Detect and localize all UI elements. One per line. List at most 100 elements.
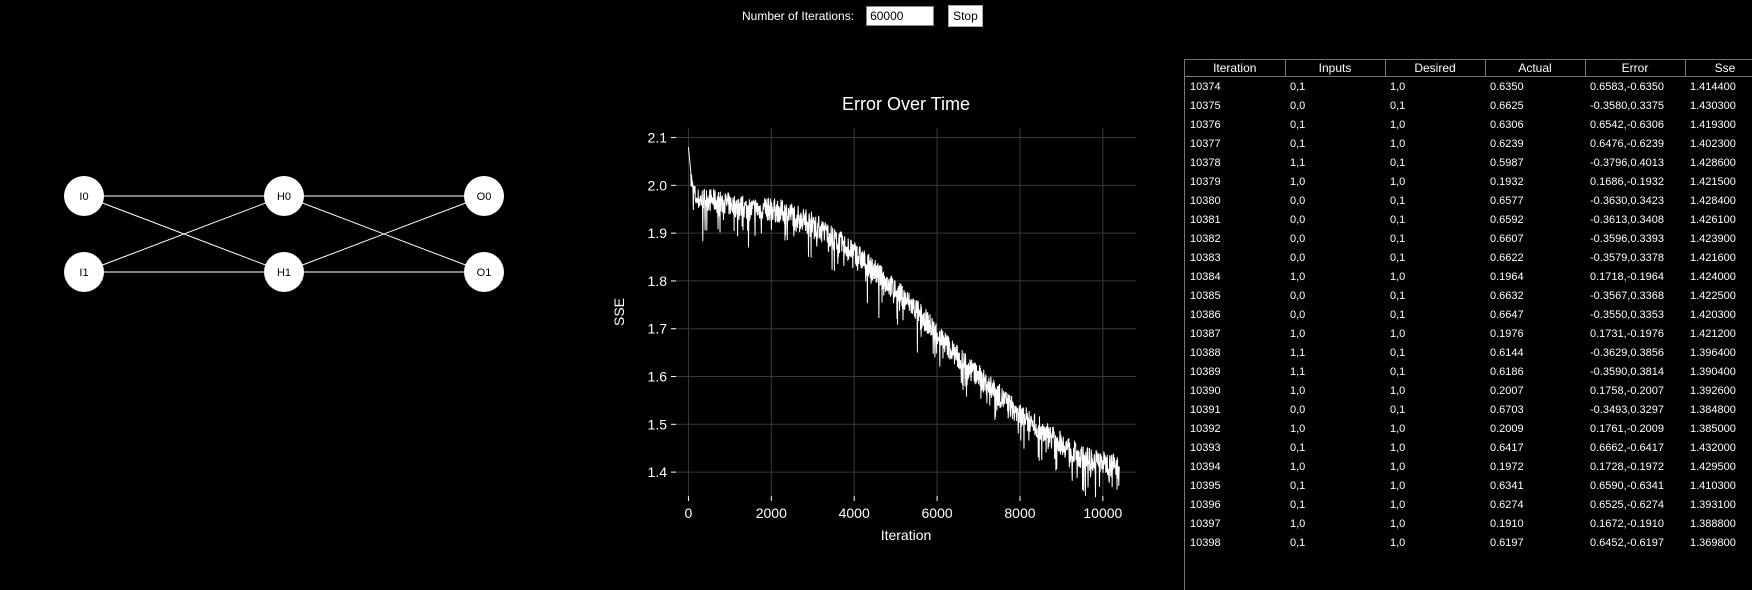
table-row[interactable]: 10386 0,0 0,1 0.6647 -0.3550,0.3353 1.420300 (1185, 305, 1752, 324)
table-cell-inputs: 0,0 (1290, 194, 1306, 207)
table-cell-actual: 0.2007 (1490, 384, 1524, 397)
table-cell-desired: 1,0 (1390, 517, 1406, 530)
table-row[interactable]: 10388 1,1 0,1 0.6144 -0.3629,0.3856 1.396400 (1185, 343, 1752, 362)
y-tick-label: 1.9 (648, 225, 668, 241)
table-row[interactable]: 10390 1,0 1,0 0.2007 0.1758,-0.2007 1.392600 (1185, 381, 1752, 400)
table-cell-desired: 1,0 (1390, 80, 1406, 93)
table-cell-error: -0.3550,0.3353 (1590, 308, 1665, 321)
table-cell-iteration: 10394 (1190, 460, 1221, 473)
table-cell-error: 0.6542,-0.6306 (1590, 118, 1665, 131)
table-cell-actual: 0.6197 (1490, 536, 1524, 549)
table-cell-sse: 1.432000 (1690, 441, 1736, 454)
table-cell-error: -0.3493,0.3297 (1590, 403, 1665, 416)
table-cell-sse: 1.369800 (1690, 536, 1736, 549)
node-circle (264, 252, 304, 292)
table-cell-error: 0.6662,-0.6417 (1590, 441, 1665, 454)
table-cell-error: 0.1672,-0.1910 (1590, 517, 1665, 530)
node-label: I0 (79, 191, 88, 203)
table-cell-actual: 0.6647 (1490, 308, 1524, 321)
table-row[interactable]: 10374 0,1 1,0 0.6350 0.6583,-0.6350 1.414400 (1185, 77, 1752, 97)
table-cell-inputs: 0,1 (1290, 479, 1306, 492)
table-row[interactable]: 10382 0,0 0,1 0.6607 -0.3596,0.3393 1.423900 (1185, 229, 1752, 248)
column-header-iteration[interactable]: Iteration (1185, 60, 1286, 77)
table-cell-iteration: 10393 (1190, 441, 1221, 454)
table-row[interactable]: 10398 0,1 1,0 0.6197 0.6452,-0.6197 1.369800 (1185, 533, 1752, 552)
node-O0: O0 (464, 176, 504, 216)
table-cell-sse: 1.384800 (1690, 403, 1736, 416)
iterations-input[interactable] (866, 6, 935, 26)
table-cell-sse: 1.392600 (1690, 384, 1736, 397)
y-axis-label: SSE (611, 298, 627, 326)
table-row[interactable]: 10389 1,1 0,1 0.6186 -0.3590,0.3814 1.390400 (1185, 362, 1752, 381)
table-row[interactable]: 10381 0,0 0,1 0.6592 -0.3613,0.3408 1.426100 (1185, 210, 1752, 229)
table-row[interactable]: 10376 0,1 1,0 0.6306 0.6542,-0.6306 1.419300 (1185, 115, 1752, 134)
table-cell-inputs: 0,0 (1290, 213, 1306, 226)
table-cell-error: -0.3567,0.3368 (1590, 289, 1665, 302)
column-header-actual[interactable]: Actual (1485, 60, 1586, 77)
stop-button[interactable]: Stop (948, 5, 983, 27)
table-row[interactable]: 10395 0,1 1,0 0.6341 0.6590,-0.6341 1.410300 (1185, 476, 1752, 495)
column-header-sse[interactable]: Sse (1685, 60, 1752, 77)
table-cell-iteration: 10384 (1190, 270, 1221, 283)
table-cell-sse: 1.390400 (1690, 365, 1736, 378)
table-cell-sse: 1.421600 (1690, 251, 1736, 264)
table-row[interactable]: 10397 1,0 1,0 0.1910 0.1672,-0.1910 1.388800 (1185, 514, 1752, 533)
table-cell-actual: 0.6239 (1490, 137, 1524, 150)
column-header-desired[interactable]: Desired (1385, 60, 1486, 77)
table-cell-sse: 1.419300 (1690, 118, 1736, 131)
table-cell-desired: 1,0 (1390, 460, 1406, 473)
table-row[interactable]: 10387 1,0 1,0 0.1976 0.1731,-0.1976 1.421200 (1185, 324, 1752, 343)
table-cell-inputs: 1,0 (1290, 270, 1306, 283)
x-tick-label: 2000 (756, 505, 787, 521)
table-cell-error: 0.6583,-0.6350 (1590, 80, 1665, 93)
table-row[interactable]: 10383 0,0 0,1 0.6622 -0.3579,0.3378 1.421600 (1185, 248, 1752, 267)
table-row[interactable]: 10377 0,1 1,0 0.6239 0.6476,-0.6239 1.402300 (1185, 134, 1752, 153)
table-row[interactable]: 10392 1,0 1,0 0.2009 0.1761,-0.2009 1.385000 (1185, 419, 1752, 438)
table-cell-sse: 1.388800 (1690, 517, 1736, 530)
table-row[interactable]: 10375 0,0 0,1 0.6625 -0.3580,0.3375 1.430300 (1185, 96, 1752, 115)
table-cell-iteration: 10385 (1190, 289, 1221, 302)
table-cell-desired: 1,0 (1390, 327, 1406, 340)
table-cell-actual: 0.2009 (1490, 422, 1524, 435)
table-cell-error: -0.3630,0.3423 (1590, 194, 1665, 207)
table-cell-iteration: 10380 (1190, 194, 1221, 207)
column-header-error[interactable]: Error (1585, 60, 1686, 77)
node-circle (464, 252, 504, 292)
table-header-row: Iteration Inputs Desired Actual Error Sse (1185, 60, 1752, 77)
table-cell-actual: 0.1976 (1490, 327, 1524, 340)
table-cell-iteration: 10397 (1190, 517, 1221, 530)
table-cell-iteration: 10375 (1190, 99, 1221, 112)
table-cell-actual: 0.6417 (1490, 441, 1524, 454)
training-log-table[interactable]: Iteration Inputs Desired Actual Error Sse 103… (1184, 59, 1752, 590)
table-cell-desired: 1,0 (1390, 118, 1406, 131)
table-cell-desired: 0,1 (1390, 251, 1406, 264)
table-cell-iteration: 10382 (1190, 232, 1221, 245)
table-row[interactable]: 10391 0,0 0,1 0.6703 -0.3493,0.3297 1.384800 (1185, 400, 1752, 419)
table-cell-iteration: 10387 (1190, 327, 1221, 340)
table-cell-error: -0.3596,0.3393 (1590, 232, 1665, 245)
table-cell-error: 0.1686,-0.1932 (1590, 175, 1665, 188)
table-cell-actual: 0.6186 (1490, 365, 1524, 378)
table-cell-inputs: 0,0 (1290, 232, 1306, 245)
table-row[interactable]: 10384 1,0 1,0 0.1964 0.1718,-0.1964 1.424000 (1185, 267, 1752, 286)
table-cell-inputs: 0,1 (1290, 118, 1306, 131)
table-row[interactable]: 10385 0,0 0,1 0.6632 -0.3567,0.3368 1.422500 (1185, 286, 1752, 305)
table-row[interactable]: 10380 0,0 0,1 0.6577 -0.3630,0.3423 1.428400 (1185, 191, 1752, 210)
table-row[interactable]: 10394 1,0 1,0 0.1972 0.1728,-0.1972 1.429500 (1185, 457, 1752, 476)
table-row[interactable]: 10393 0,1 1,0 0.6417 0.6662,-0.6417 1.432000 (1185, 438, 1752, 457)
table-cell-iteration: 10396 (1190, 498, 1221, 511)
node-label: O1 (477, 267, 492, 279)
table-cell-inputs: 0,1 (1290, 137, 1306, 150)
table-cell-sse: 1.428400 (1690, 194, 1736, 207)
table-row[interactable]: 10396 0,1 1,0 0.6274 0.6525,-0.6274 1.393100 (1185, 495, 1752, 514)
table-cell-iteration: 10374 (1190, 80, 1221, 93)
table-row[interactable]: 10378 1,1 0,1 0.5987 -0.3796,0.4013 1.428600 (1185, 153, 1752, 172)
table-cell-sse: 1.430300 (1690, 99, 1736, 112)
table-row[interactable]: 10379 1,0 1,0 0.1932 0.1686,-0.1932 1.421500 (1185, 172, 1752, 191)
table-cell-sse: 1.428600 (1690, 156, 1736, 169)
column-header-inputs[interactable]: Inputs (1285, 60, 1386, 77)
table-cell-error: -0.3590,0.3814 (1590, 365, 1665, 378)
table-cell-inputs: 1,0 (1290, 460, 1306, 473)
table-cell-desired: 0,1 (1390, 365, 1406, 378)
y-tick-label: 1.5 (648, 416, 668, 432)
